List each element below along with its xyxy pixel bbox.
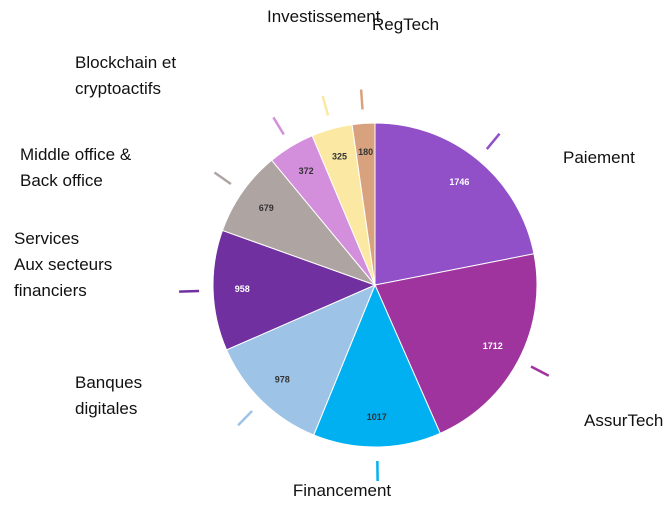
pie-slice xyxy=(221,159,377,287)
leader-line xyxy=(530,365,550,377)
pie-slice xyxy=(313,283,441,448)
pie-slice xyxy=(225,284,376,436)
leader-line xyxy=(485,132,501,150)
value-label: 325 xyxy=(332,151,347,161)
label-line: Paiement xyxy=(563,148,635,167)
label-line: cryptoactifs xyxy=(75,79,161,98)
pie-slice xyxy=(374,253,538,434)
label-line: financiers xyxy=(14,281,87,300)
label-line: Banques xyxy=(75,373,142,392)
label-line: Back office xyxy=(20,171,103,190)
leader-line xyxy=(321,95,330,116)
leader-line xyxy=(213,171,232,185)
label-line: digitales xyxy=(75,399,137,418)
leader-line xyxy=(237,410,253,427)
label-line: Services xyxy=(14,229,79,248)
label-line: Middle office & xyxy=(20,145,132,164)
value-label: 180 xyxy=(358,147,373,157)
leader-line xyxy=(179,289,200,293)
leader-line xyxy=(359,89,364,110)
label-line: Blockchain et xyxy=(75,53,176,72)
label-line: RegTech xyxy=(372,15,439,34)
pie-slice xyxy=(212,229,377,351)
value-label: 372 xyxy=(299,166,314,176)
category-label: Middle office & Back office xyxy=(20,145,132,190)
label-line: Financement xyxy=(293,481,392,500)
category-label: Investissement xyxy=(267,7,381,26)
category-label: Banques digitales xyxy=(75,373,142,418)
category-label: RegTech xyxy=(372,15,439,34)
value-label: 679 xyxy=(259,203,274,213)
label-line: Aux secteurs xyxy=(14,255,112,274)
label-line: Investissement xyxy=(267,7,381,26)
leader-line xyxy=(272,116,285,136)
category-label: Services Aux secteurs financiers xyxy=(14,229,112,300)
value-label: 1746 xyxy=(449,177,469,187)
category-label: Financement xyxy=(293,481,392,500)
value-label: 1712 xyxy=(483,341,503,351)
pie-slice xyxy=(351,122,376,286)
label-line: AssurTech xyxy=(584,411,663,430)
value-label: 978 xyxy=(275,374,290,384)
value-label: 1017 xyxy=(367,412,387,422)
pie-slice xyxy=(374,122,535,286)
category-label: Paiement xyxy=(563,148,635,167)
category-label: AssurTech xyxy=(584,411,663,430)
value-label: 958 xyxy=(235,284,250,294)
category-label: Blockchain et cryptoactifs xyxy=(75,53,176,98)
